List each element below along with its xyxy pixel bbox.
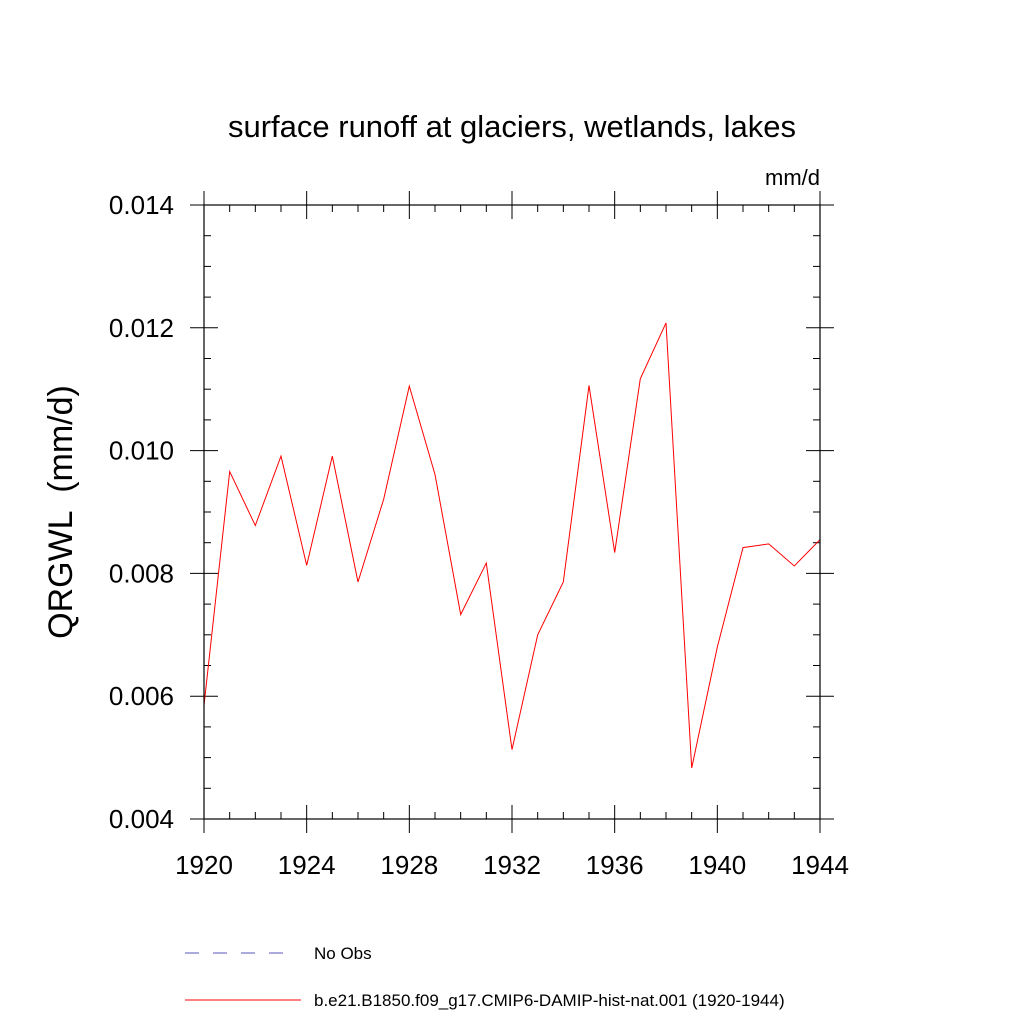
x-tick-label: 1928 xyxy=(380,850,438,880)
legend: No Obs b.e21.B1850.f09_g17.CMIP6-DAMIP-h… xyxy=(185,944,785,1010)
y-tick-label: 0.004 xyxy=(109,804,174,834)
x-tick-label: 1936 xyxy=(586,850,644,880)
series-layer xyxy=(203,322,821,769)
legend-label-no-obs: No Obs xyxy=(314,944,372,963)
chart-title: surface runoff at glaciers, wetlands, la… xyxy=(228,109,796,144)
x-tick-label: 1924 xyxy=(278,850,336,880)
legend-label-model: b.e21.B1850.f09_g17.CMIP6-DAMIP-hist-nat… xyxy=(314,991,785,1010)
y-tick-label: 0.010 xyxy=(109,436,174,466)
plot-frame xyxy=(203,204,821,820)
x-tick-label: 1944 xyxy=(791,850,849,880)
y-tick-label: 0.014 xyxy=(109,190,174,220)
y-tick-label: 0.008 xyxy=(109,558,174,588)
y-tick-label: 0.012 xyxy=(109,313,174,343)
x-tick-label: 1920 xyxy=(175,850,233,880)
units-label: mm/d xyxy=(765,165,820,190)
y-axis-title: QRGWL (mm/d) xyxy=(42,385,80,639)
axis-ticks: 1920 1924 1928 1932 1936 1940 1944 0.004 0.006 0.… xyxy=(109,190,849,880)
x-tick-label: 1932 xyxy=(483,850,541,880)
y-tick-label: 0.006 xyxy=(109,681,174,711)
series-line-0 xyxy=(203,322,821,769)
x-tick-label: 1940 xyxy=(688,850,746,880)
